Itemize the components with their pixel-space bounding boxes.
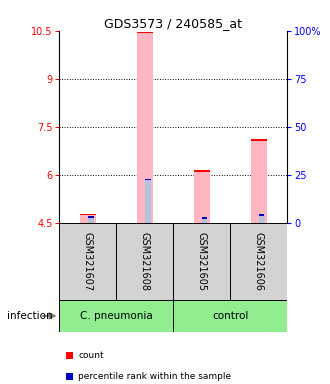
Bar	[80, 214, 96, 215]
Bar	[202, 219, 208, 223]
Bar	[137, 33, 153, 223]
Bar	[145, 179, 150, 180]
Bar	[230, 223, 287, 300]
Title: GDS3573 / 240585_at: GDS3573 / 240585_at	[104, 17, 242, 30]
Bar	[59, 223, 116, 300]
Bar	[251, 139, 267, 141]
Bar	[194, 170, 210, 172]
Bar	[259, 214, 264, 216]
Text: GSM321605: GSM321605	[197, 232, 207, 291]
Bar	[80, 215, 96, 223]
Bar	[173, 223, 230, 300]
Text: C. pneumonia: C. pneumonia	[80, 311, 153, 321]
Bar	[145, 180, 150, 223]
Bar	[202, 217, 208, 219]
Bar	[137, 31, 153, 33]
Bar	[116, 223, 173, 300]
Text: GSM321606: GSM321606	[254, 232, 264, 291]
Text: GSM321607: GSM321607	[83, 232, 93, 291]
Text: GSM321608: GSM321608	[140, 232, 150, 291]
Text: count: count	[78, 351, 104, 360]
Bar	[88, 218, 94, 223]
Text: percentile rank within the sample: percentile rank within the sample	[78, 372, 231, 381]
Bar	[259, 216, 264, 223]
Bar	[251, 141, 267, 223]
Text: control: control	[212, 311, 248, 321]
Bar	[173, 300, 287, 332]
Bar	[88, 216, 94, 218]
Text: infection: infection	[7, 311, 53, 321]
Bar	[59, 300, 173, 332]
Bar	[194, 172, 210, 223]
